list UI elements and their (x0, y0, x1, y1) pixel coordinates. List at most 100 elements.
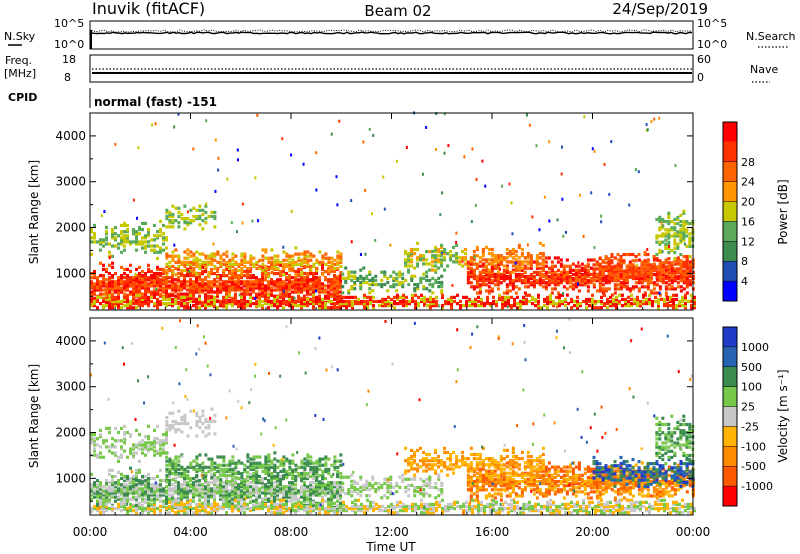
beam-title: Beam 02 (364, 2, 431, 20)
heatmap-cell (652, 267, 656, 271)
heatmap-cell (285, 485, 288, 489)
heatmap-cell (162, 232, 165, 236)
heatmap-cell (144, 485, 147, 489)
heatmap-cell (153, 234, 156, 238)
heatmap-cell (306, 292, 309, 296)
heatmap-cell (392, 278, 396, 283)
heatmap-cell (108, 491, 111, 495)
heatmap-cell (228, 262, 232, 266)
heatmap-cell (225, 469, 229, 474)
heatmap-cell (327, 258, 331, 262)
heatmap-cell (240, 254, 244, 258)
heatmap-cell (679, 232, 683, 236)
heatmap-cell (300, 304, 303, 308)
heatmap-cell (168, 276, 171, 280)
heatmap-cell (513, 301, 516, 306)
heatmap-cell (105, 278, 108, 282)
heatmap-cell (120, 265, 123, 269)
heatmap-cell (646, 281, 650, 285)
heatmap-cell (228, 293, 231, 297)
heatmap-cell (390, 297, 393, 302)
heatmap-cell (354, 299, 357, 304)
heatmap-cell (580, 281, 584, 285)
heatmap-cell (246, 474, 249, 479)
heatmap-cell (243, 288, 246, 292)
heatmap-cell (279, 260, 283, 264)
heatmap-cell (132, 489, 135, 493)
heatmap-cell (228, 290, 231, 294)
heatmap-cell (571, 287, 575, 291)
heatmap-cell (255, 304, 258, 308)
heatmap-cell (90, 485, 93, 489)
heatmap-cell (105, 225, 108, 230)
heatmap-cell (303, 256, 307, 260)
heatmap-cell (243, 306, 246, 310)
heatmap-cell (90, 435, 93, 439)
heatmap-cell (315, 487, 318, 491)
heatmap-cell (324, 469, 328, 474)
heatmap-cell (192, 487, 195, 491)
heatmap-cell (258, 266, 262, 271)
heatmap-cell (577, 289, 581, 293)
heatmap-cell (381, 299, 384, 304)
heatmap-cell (315, 271, 318, 276)
heatmap-cell (93, 292, 96, 296)
heatmap-cell (604, 289, 608, 293)
heatmap-cell (213, 290, 216, 294)
heatmap-cell (636, 299, 639, 304)
heatmap-cell (318, 457, 322, 461)
heatmap-cell (294, 483, 297, 487)
heatmap-cell (219, 299, 222, 304)
heatmap-cell (123, 424, 126, 428)
heatmap-cell (231, 268, 235, 273)
heatmap-cell (475, 247, 479, 252)
heatmap-cell (201, 487, 204, 491)
heatmap-cell (655, 291, 659, 295)
heatmap-cell (297, 465, 301, 469)
heatmap-cell (333, 278, 336, 282)
heatmap-cell (598, 271, 602, 275)
heatmap-cell (291, 453, 295, 457)
heatmap-cell (246, 485, 249, 489)
heatmap-cell (407, 254, 411, 258)
heatmap-cell (300, 262, 304, 266)
heatmap-cell (414, 306, 417, 310)
heatmap-cell (225, 260, 229, 264)
heatmap-cell (685, 285, 689, 289)
heatmap-cell (168, 284, 171, 288)
heatmap-cell (171, 478, 175, 482)
heatmap-cell (204, 497, 207, 501)
heatmap-cell (667, 276, 671, 281)
heatmap-cell (162, 267, 165, 272)
heatmap-cell (144, 240, 147, 244)
heatmap-cell (303, 304, 306, 308)
heatmap-cell (330, 299, 333, 304)
heatmap-cell (276, 280, 279, 284)
heatmap-cell (679, 238, 683, 242)
heatmap-cell (225, 267, 228, 272)
heatmap-cell (613, 265, 617, 269)
heatmap-cell (693, 304, 696, 308)
heatmap-cell (261, 499, 264, 503)
heatmap-cell (243, 481, 246, 485)
heatmap-cell (492, 301, 495, 306)
heatmap-cell (270, 459, 274, 463)
heatmap-cell (505, 270, 509, 275)
heatmap-cell (484, 272, 488, 277)
heatmap-cell (144, 290, 147, 294)
heatmap-cell (237, 299, 240, 304)
heatmap-cell (129, 432, 132, 437)
heatmap-cell (508, 252, 512, 256)
freq-label: Freq. (5, 54, 32, 67)
heatmap-cell (198, 273, 202, 277)
heatmap-cell (165, 499, 168, 503)
heatmap-cell (591, 301, 594, 306)
heatmap-cell (432, 304, 435, 308)
heatmap-cell (547, 274, 551, 279)
heatmap-cell (120, 278, 123, 282)
heatmap-cell (592, 258, 596, 262)
heatmap-cell (195, 461, 199, 465)
heatmap-cell (129, 449, 132, 453)
heatmap-cell (183, 292, 186, 296)
heatmap-cell (204, 278, 207, 282)
